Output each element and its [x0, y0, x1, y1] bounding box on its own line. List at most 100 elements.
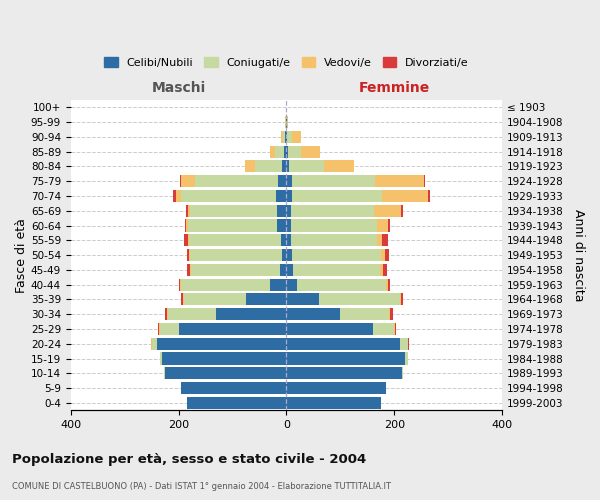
Bar — [292, 175, 376, 187]
Bar — [373, 323, 394, 335]
Y-axis label: Fasce di età: Fasce di età — [15, 218, 28, 292]
Bar — [176, 190, 181, 202]
Bar — [181, 278, 270, 290]
Bar — [165, 368, 286, 380]
Bar — [390, 308, 392, 320]
Bar — [297, 278, 386, 290]
Bar — [160, 352, 163, 364]
Bar — [184, 234, 188, 246]
Bar — [282, 160, 286, 172]
Bar — [286, 278, 297, 290]
Bar — [270, 278, 286, 290]
Bar — [286, 397, 381, 409]
Bar — [292, 249, 381, 261]
Y-axis label: Anni di nascita: Anni di nascita — [572, 209, 585, 302]
Bar — [187, 397, 286, 409]
Bar — [376, 175, 424, 187]
Bar — [183, 294, 184, 306]
Bar — [381, 249, 385, 261]
Bar — [401, 294, 403, 306]
Bar — [292, 190, 382, 202]
Bar — [291, 234, 377, 246]
Bar — [286, 249, 292, 261]
Bar — [286, 323, 373, 335]
Bar — [281, 131, 283, 143]
Bar — [245, 160, 255, 172]
Bar — [152, 338, 157, 350]
Bar — [284, 146, 286, 158]
Bar — [382, 190, 428, 202]
Bar — [286, 308, 340, 320]
Bar — [377, 234, 382, 246]
Bar — [291, 220, 377, 232]
Bar — [181, 294, 183, 306]
Bar — [168, 308, 217, 320]
Bar — [181, 175, 195, 187]
Bar — [187, 264, 190, 276]
Bar — [286, 190, 292, 202]
Bar — [188, 204, 190, 217]
Bar — [385, 249, 389, 261]
Bar — [288, 146, 301, 158]
Bar — [275, 146, 284, 158]
Bar — [286, 382, 386, 394]
Bar — [289, 160, 324, 172]
Bar — [301, 146, 320, 158]
Bar — [286, 160, 289, 172]
Bar — [389, 308, 390, 320]
Bar — [160, 323, 179, 335]
Bar — [286, 264, 293, 276]
Bar — [246, 294, 286, 306]
Bar — [283, 131, 286, 143]
Bar — [374, 204, 401, 217]
Bar — [388, 278, 391, 290]
Bar — [187, 249, 190, 261]
Bar — [291, 204, 374, 217]
Bar — [167, 308, 168, 320]
Text: COMUNE DI CASTELBUONO (PA) - Dati ISTAT 1° gennaio 2004 - Elaborazione TUTTITALI: COMUNE DI CASTELBUONO (PA) - Dati ISTAT … — [12, 482, 391, 491]
Bar — [394, 323, 395, 335]
Bar — [185, 220, 186, 232]
Bar — [217, 308, 286, 320]
Bar — [270, 146, 275, 158]
Bar — [195, 175, 278, 187]
Bar — [324, 160, 354, 172]
Bar — [286, 294, 319, 306]
Bar — [292, 131, 301, 143]
Bar — [173, 190, 176, 202]
Bar — [282, 249, 286, 261]
Bar — [277, 204, 286, 217]
Bar — [401, 204, 403, 217]
Bar — [186, 220, 188, 232]
Bar — [277, 220, 286, 232]
Bar — [405, 352, 408, 364]
Bar — [164, 368, 165, 380]
Bar — [181, 190, 275, 202]
Bar — [255, 160, 282, 172]
Bar — [286, 338, 400, 350]
Bar — [179, 278, 180, 290]
Bar — [286, 220, 291, 232]
Bar — [190, 249, 282, 261]
Bar — [395, 323, 397, 335]
Bar — [281, 234, 286, 246]
Bar — [185, 204, 188, 217]
Bar — [287, 131, 292, 143]
Bar — [180, 175, 181, 187]
Bar — [340, 308, 389, 320]
Bar — [286, 175, 292, 187]
Bar — [286, 131, 287, 143]
Bar — [424, 175, 425, 187]
Legend: Celibi/Nubili, Coniugati/e, Vedovi/e, Divorziati/e: Celibi/Nubili, Coniugati/e, Vedovi/e, Di… — [100, 52, 473, 72]
Bar — [181, 382, 286, 394]
Bar — [180, 278, 181, 290]
Bar — [191, 264, 280, 276]
Bar — [428, 190, 430, 202]
Bar — [179, 323, 286, 335]
Bar — [188, 220, 277, 232]
Bar — [400, 294, 401, 306]
Bar — [165, 308, 167, 320]
Text: Femmine: Femmine — [359, 82, 430, 96]
Bar — [388, 220, 391, 232]
Bar — [163, 352, 286, 364]
